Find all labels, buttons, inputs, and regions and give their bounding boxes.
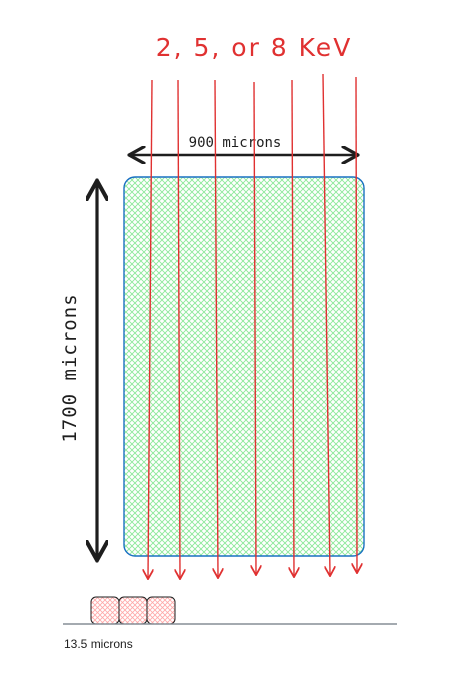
scale-cells xyxy=(90,596,176,625)
beam-arrow-4 xyxy=(254,81,256,574)
beam-arrow-5 xyxy=(292,79,294,576)
beam-arrow-6 xyxy=(322,73,330,575)
beam-arrow-7 xyxy=(356,76,357,572)
energy-label: 2, 5, or 8 KeV xyxy=(156,33,353,62)
beam-arrow-2 xyxy=(178,79,180,578)
scale-cell-1 xyxy=(90,596,120,625)
scale-cell-2 xyxy=(118,596,148,625)
width-label: 900 microns xyxy=(189,135,282,151)
scale-label: 13.5 microns xyxy=(64,637,133,651)
beam-arrow-3 xyxy=(215,79,218,577)
beam-arrow-1 xyxy=(148,79,152,578)
beam-arrows xyxy=(148,73,357,578)
height-label: 1700 microns xyxy=(59,293,81,442)
sample-block xyxy=(123,176,365,557)
scale-cell-3 xyxy=(146,596,176,625)
